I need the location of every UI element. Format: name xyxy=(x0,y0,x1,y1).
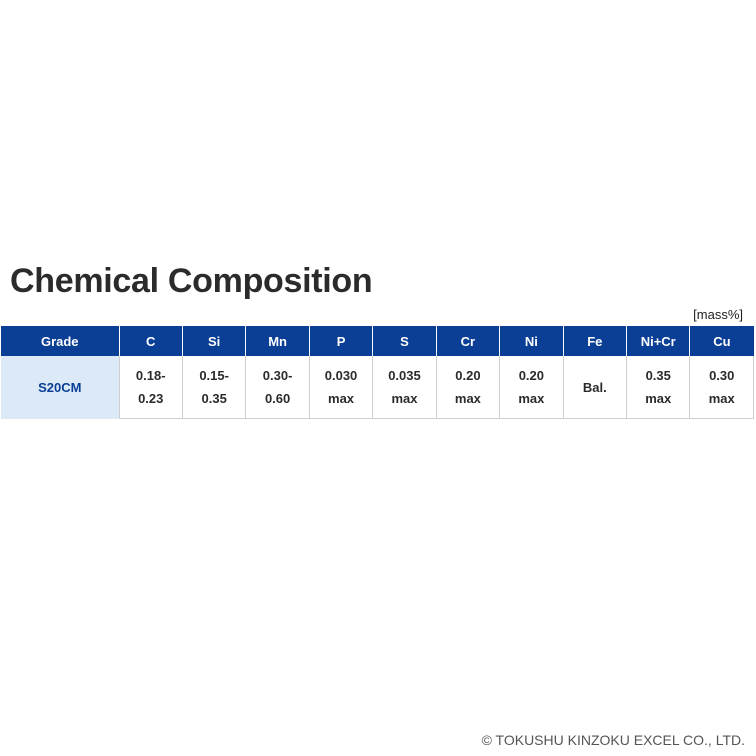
cell-s: 0.035 max xyxy=(372,356,437,419)
header-c: C xyxy=(118,326,183,356)
cell-ni: 0.20 max xyxy=(499,356,564,419)
cell-line: max xyxy=(328,391,355,406)
composition-table: Grade C Si Mn P S Cr Ni Fe Ni+Cr Cu S20C… xyxy=(1,326,754,419)
cell-line: 0.35 xyxy=(201,391,227,406)
cell-cu: 0.30 max xyxy=(689,356,754,419)
cell-cr: 0.20 max xyxy=(435,356,500,419)
cell-line: max xyxy=(645,391,672,406)
page-title: Chemical Composition xyxy=(10,262,373,300)
cell-line: 0.030 xyxy=(324,368,358,383)
grade-cell: S20CM xyxy=(1,356,119,419)
header-si: Si xyxy=(181,326,246,356)
header-s: S xyxy=(372,326,437,356)
cell-line: 0.035 xyxy=(388,368,421,383)
unit-label: [mass%] xyxy=(693,307,743,322)
cell-line: 0.23 xyxy=(138,391,164,406)
cell-line: 0.35 xyxy=(645,368,671,383)
cell-si: 0.15- 0.35 xyxy=(181,356,246,419)
header-fe: Fe xyxy=(562,326,627,356)
cell-mn: 0.30- 0.60 xyxy=(245,356,310,419)
table-row: S20CM 0.18- 0.23 0.15- 0.35 0.30- 0.60 0.03… xyxy=(1,356,754,419)
cell-line: 0.20 xyxy=(518,368,544,383)
header-p: P xyxy=(308,326,373,356)
cell-line: 0.18- xyxy=(135,368,166,383)
cell-fe: Bal. xyxy=(562,356,627,419)
cell-line: Bal. xyxy=(582,379,607,395)
cell-line: max xyxy=(454,391,481,406)
cell-line: max xyxy=(708,391,735,406)
cell-line: max xyxy=(391,391,418,406)
cell-p: 0.030 max xyxy=(308,356,373,419)
header-ni-cr: Ni+Cr xyxy=(625,326,690,356)
header-grade: Grade xyxy=(1,326,119,356)
cell-line: 0.60 xyxy=(264,391,291,406)
copyright-footer: © TOKUSHU KINZOKU EXCEL CO., LTD. xyxy=(481,732,745,748)
cell-line: 0.15- xyxy=(199,368,229,383)
header-row: Grade C Si Mn P S Cr Ni Fe Ni+Cr Cu xyxy=(1,326,754,356)
cell-line: 0.30- xyxy=(262,368,293,383)
cell-line: 0.30 xyxy=(709,368,735,383)
header-ni: Ni xyxy=(499,326,564,356)
header-cr: Cr xyxy=(435,326,500,356)
cell-c: 0.18- 0.23 xyxy=(118,356,183,419)
cell-line: max xyxy=(518,391,545,406)
cell-line: 0.20 xyxy=(455,368,481,383)
header-cu: Cu xyxy=(689,326,754,356)
cell-ni-cr: 0.35 max xyxy=(625,356,690,419)
header-mn: Mn xyxy=(245,326,310,356)
